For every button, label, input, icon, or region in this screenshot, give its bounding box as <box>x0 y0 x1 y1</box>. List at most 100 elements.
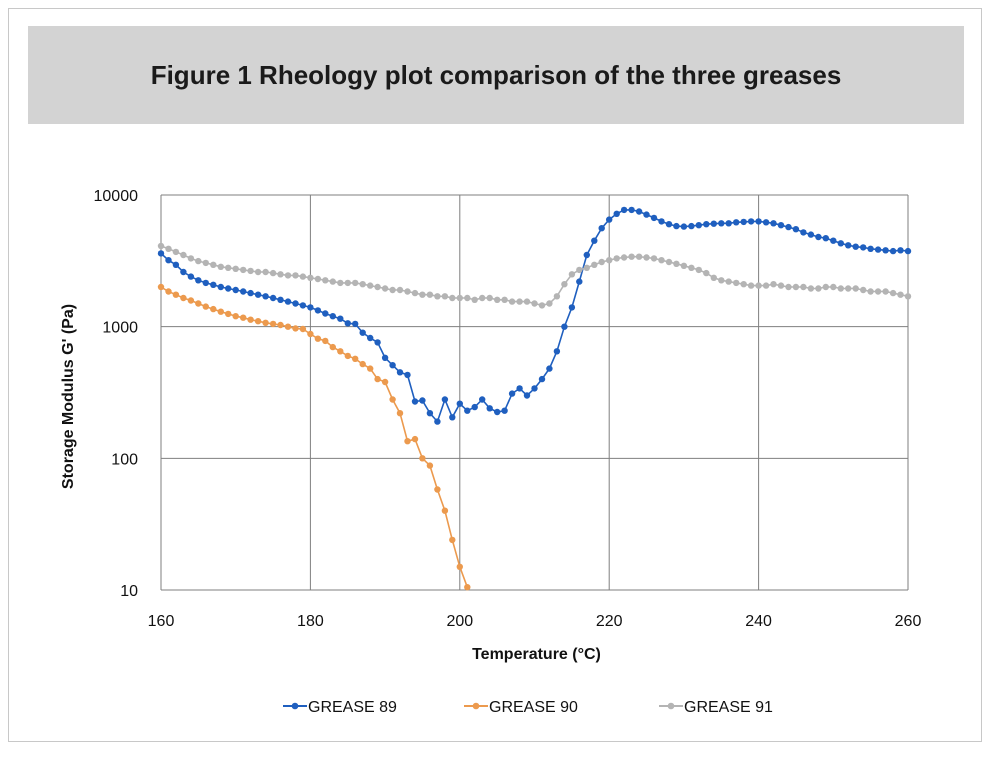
data-point <box>389 362 396 369</box>
data-point <box>225 264 232 271</box>
data-point <box>598 225 605 232</box>
data-point <box>322 337 329 345</box>
data-point <box>404 288 411 295</box>
series-line <box>160 286 469 588</box>
data-point <box>426 291 434 298</box>
data-point <box>740 281 747 288</box>
data-point <box>882 247 889 254</box>
data-point <box>553 348 561 355</box>
data-point <box>352 279 359 287</box>
data-point <box>792 226 800 233</box>
data-point <box>904 247 912 255</box>
data-point <box>860 244 867 251</box>
series-layer <box>157 206 912 591</box>
data-point <box>352 320 359 328</box>
data-point <box>441 507 449 514</box>
data-point <box>404 438 411 445</box>
data-point <box>673 222 680 230</box>
data-point <box>494 296 501 303</box>
data-point <box>217 283 224 291</box>
data-point <box>553 293 561 300</box>
data-point <box>837 285 844 292</box>
data-point <box>523 392 531 399</box>
data-point <box>508 298 516 305</box>
y-axis-label: Storage Modulus G' (Pa) <box>60 304 77 489</box>
data-point <box>277 321 284 329</box>
data-point <box>665 258 673 266</box>
data-point <box>837 240 844 247</box>
data-point <box>434 418 441 425</box>
data-point <box>157 283 165 291</box>
data-point <box>486 294 493 302</box>
data-point <box>591 237 598 244</box>
data-point <box>546 365 553 372</box>
y-tick-label: 100 <box>111 451 138 468</box>
data-point <box>247 289 254 297</box>
data-point <box>449 414 456 421</box>
data-point <box>807 285 815 292</box>
data-point <box>718 220 725 227</box>
data-point <box>269 294 277 302</box>
data-point <box>195 257 202 265</box>
data-point <box>359 329 366 336</box>
data-point <box>419 455 426 462</box>
data-point <box>269 269 277 277</box>
data-point <box>546 300 553 307</box>
data-point <box>777 282 785 289</box>
data-point <box>172 291 180 298</box>
chart-title: Figure 1 Rheology plot comparison of the… <box>150 60 842 90</box>
data-point <box>262 268 269 276</box>
data-point <box>411 435 419 443</box>
data-point <box>277 296 284 303</box>
data-point <box>695 266 702 274</box>
data-point <box>172 261 180 268</box>
data-point <box>755 282 762 289</box>
data-point <box>314 307 322 314</box>
data-point <box>307 304 314 311</box>
data-point <box>374 375 381 383</box>
data-point <box>441 396 449 403</box>
data-point <box>635 208 643 215</box>
legend: GREASE 89 GREASE 90 GREASE 91 <box>283 699 773 716</box>
data-point <box>299 302 307 309</box>
data-point <box>822 283 829 291</box>
data-point <box>845 242 852 249</box>
data-point <box>314 335 322 342</box>
data-point <box>157 242 165 250</box>
data-point <box>576 278 583 285</box>
data-point <box>419 397 426 404</box>
data-point <box>800 229 807 236</box>
data-point <box>352 355 359 362</box>
data-point <box>389 396 396 403</box>
data-point <box>665 221 673 228</box>
data-point <box>449 294 456 302</box>
data-point <box>299 273 307 280</box>
data-point <box>210 281 217 288</box>
data-point <box>374 339 381 346</box>
data-point <box>635 253 643 260</box>
data-point <box>620 206 628 214</box>
data-point <box>449 536 456 544</box>
data-point <box>830 237 837 244</box>
data-point <box>815 233 822 241</box>
data-point <box>195 300 202 307</box>
data-point <box>874 288 882 295</box>
data-point <box>247 267 254 275</box>
data-point <box>688 222 695 230</box>
data-point <box>777 222 785 229</box>
data-point <box>747 282 755 289</box>
data-point <box>479 294 486 302</box>
data-point <box>254 291 262 298</box>
data-point <box>202 279 209 287</box>
data-point <box>792 283 800 291</box>
data-point <box>770 281 777 288</box>
data-point <box>568 271 576 278</box>
data-point <box>381 285 389 292</box>
data-point <box>396 410 404 417</box>
data-point <box>329 313 336 320</box>
data-point <box>583 251 590 259</box>
data-point <box>501 296 508 303</box>
data-point <box>576 266 583 274</box>
legend-marker <box>472 702 480 710</box>
